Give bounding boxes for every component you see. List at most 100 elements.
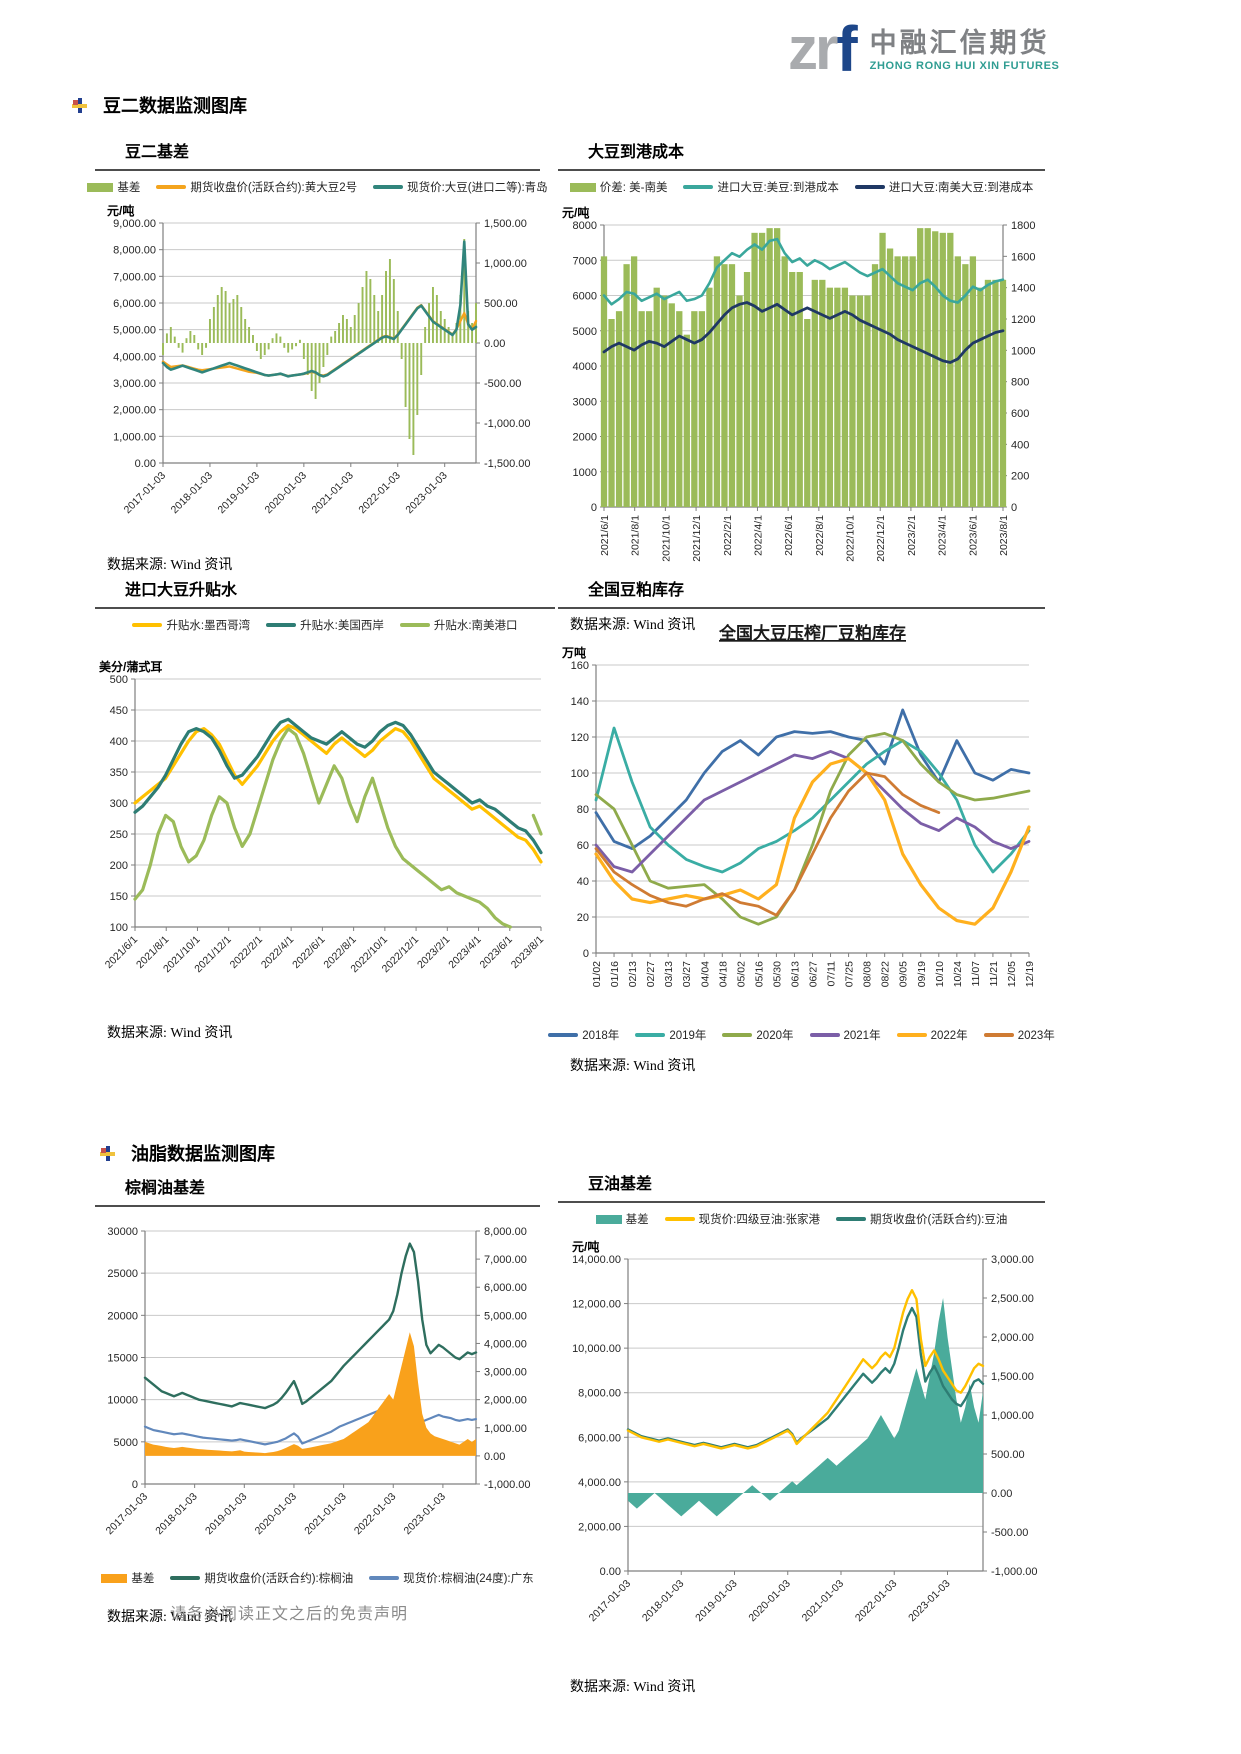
chart-title: 进口大豆升贴水	[95, 574, 555, 609]
svg-text:2020-01-03: 2020-01-03	[746, 1578, 793, 1625]
chart-block-soybean-arrival-cost: 大豆到港成本 价差: 美-南美 进口大豆:美豆:到港成本 进口大豆:南美大豆:到港成…	[558, 136, 1045, 634]
section-title: 油脂数据监测图库	[131, 1144, 275, 1164]
svg-text:2022/12/1: 2022/12/1	[875, 515, 887, 562]
svg-text:07/11: 07/11	[826, 961, 838, 987]
legend-swatch	[635, 1033, 666, 1037]
svg-text:500.00: 500.00	[991, 1449, 1025, 1461]
svg-text:500.00: 500.00	[484, 298, 518, 310]
legend-label: 价差: 美-南美	[599, 182, 668, 194]
svg-text:8,000.00: 8,000.00	[113, 245, 156, 257]
svg-text:2023-01-03: 2023-01-03	[402, 1491, 449, 1538]
svg-text:4,000.00: 4,000.00	[484, 1338, 527, 1350]
svg-text:500: 500	[110, 674, 128, 686]
svg-text:100: 100	[110, 922, 128, 934]
svg-text:2021-01-03: 2021-01-03	[302, 1491, 349, 1538]
svg-text:11/07: 11/07	[970, 961, 982, 987]
svg-text:200: 200	[1011, 471, 1029, 483]
chart-title: 大豆到港成本	[558, 136, 1045, 171]
svg-text:2023/2/1: 2023/2/1	[415, 934, 452, 971]
svg-text:2023/4/1: 2023/4/1	[446, 934, 483, 971]
legend-item: 价差: 美-南美	[569, 179, 668, 195]
legend-swatch	[722, 1033, 753, 1037]
svg-text:2,500.00: 2,500.00	[991, 1293, 1034, 1305]
svg-text:2020-01-03: 2020-01-03	[253, 1491, 300, 1538]
svg-text:2022/6/1: 2022/6/1	[783, 515, 795, 556]
svg-text:2021/12/1: 2021/12/1	[691, 515, 703, 562]
logo-zr-text: zr	[788, 15, 838, 82]
svg-text:4000: 4000	[573, 361, 597, 373]
svg-text:2022/6/1: 2022/6/1	[290, 934, 327, 971]
svg-text:12,000.00: 12,000.00	[572, 1299, 621, 1311]
legend-label: 现货价:大豆(进口二等):青岛	[407, 182, 548, 194]
svg-text:0.00: 0.00	[484, 338, 505, 350]
chart-legend-bottom: 基差 期货收盘价(活跃合约):棕榈油 现货价:棕榈油(24度):广东	[95, 1570, 540, 1586]
data-source: 数据来源: Wind 资讯	[107, 558, 233, 573]
company-name-cn: 中融汇信期货	[869, 28, 1050, 58]
svg-text:4,000.00: 4,000.00	[113, 351, 156, 363]
chart-block-soybean-oil-basis: 豆油基差 基差 现货价:四级豆油:张家港 期货收盘价(活跃合约):豆油 14,000…	[558, 1168, 1045, 1696]
chart-block-soybean2-basis: 豆二基差 基差 期货收盘价(活跃合约):黄大豆2号 现货价:大豆(进口二等):青岛 …	[87, 136, 548, 574]
svg-text:0: 0	[591, 502, 597, 514]
svg-text:05/02: 05/02	[735, 961, 747, 987]
svg-text:10/10: 10/10	[934, 961, 946, 987]
svg-text:2,000.00: 2,000.00	[578, 1521, 621, 1533]
svg-text:60: 60	[577, 840, 589, 852]
svg-text:8,000.00: 8,000.00	[484, 1226, 527, 1238]
svg-text:800: 800	[1011, 377, 1029, 389]
legend-item: 2021年	[809, 1027, 881, 1043]
svg-text:2022-01-03: 2022-01-03	[853, 1578, 900, 1625]
section-bullet-icon	[72, 97, 87, 113]
svg-text:2022/2/1: 2022/2/1	[722, 515, 734, 556]
legend-label: 进口大豆:南美大豆:到港成本	[888, 182, 1034, 194]
svg-text:1400: 1400	[1011, 283, 1035, 295]
logo-f-text: f	[836, 13, 858, 85]
svg-text:12/19: 12/19	[1024, 961, 1036, 987]
legend-item: 基差	[595, 1211, 649, 1227]
legend-item: 期货收盘价(活跃合约):棕榈油	[170, 1570, 353, 1586]
svg-text:40: 40	[577, 876, 589, 888]
svg-text:2023/8/1: 2023/8/1	[998, 515, 1010, 556]
chart-svg: 9,000.00 8,000.00 7,000.00 6,000.00 5,000.00…	[107, 203, 530, 517]
legend-swatch	[170, 1576, 201, 1580]
legend-swatch	[373, 185, 404, 189]
legend-swatch	[399, 623, 430, 627]
legend-item: 升贴水:南美港口	[399, 617, 518, 633]
svg-text:6,000.00: 6,000.00	[484, 1282, 527, 1294]
svg-text:2022/4/1: 2022/4/1	[752, 515, 764, 556]
legend-swatch	[854, 185, 885, 189]
svg-text:-1,000.00: -1,000.00	[484, 418, 530, 430]
chart-svg: 160 140 120 100 80 60 40 20 001/02 01/16 02/13 02/2…	[561, 623, 1036, 987]
data-source: 数据来源: Wind 资讯	[570, 1680, 696, 1695]
svg-text:2023/6/1: 2023/6/1	[967, 515, 979, 556]
legend-item: 期货收盘价(活跃合约):豆油	[836, 1211, 1007, 1227]
svg-text:2017-01-03: 2017-01-03	[104, 1491, 151, 1538]
chart-canvas: 8000 7000 6000 5000 4000 3000 2000 1000 0 1800 160…	[558, 197, 1045, 602]
svg-text:2019-01-03: 2019-01-03	[693, 1578, 740, 1625]
svg-text:400: 400	[1011, 439, 1029, 451]
svg-text:-500.00: -500.00	[484, 378, 521, 390]
svg-text:万吨: 万吨	[561, 645, 586, 660]
legend-item: 现货价:大豆(进口二等):青岛	[373, 179, 548, 195]
legend-label: 升贴水:墨西哥湾	[166, 620, 251, 632]
svg-text:140: 140	[571, 696, 589, 708]
section-bullet-icon	[100, 1145, 115, 1161]
svg-text:2022-01-03: 2022-01-03	[356, 470, 403, 517]
svg-text:元/吨: 元/吨	[107, 203, 134, 218]
svg-text:2023/6/1: 2023/6/1	[478, 934, 515, 971]
svg-text:600: 600	[1011, 408, 1029, 420]
svg-text:0: 0	[1011, 502, 1017, 514]
svg-text:06/13: 06/13	[789, 961, 801, 987]
section-heading-soybean2: 豆二数据监测图库	[72, 92, 247, 118]
legend-label: 2020年	[756, 1030, 794, 1042]
svg-text:25000: 25000	[107, 1268, 138, 1280]
legend-swatch	[548, 1033, 579, 1037]
data-source: 数据来源: Wind 资讯	[570, 618, 696, 633]
svg-text:6,000.00: 6,000.00	[113, 298, 156, 310]
legend-label: 升贴水:美国西岸	[300, 620, 384, 632]
svg-text:2020-01-03: 2020-01-03	[263, 470, 310, 517]
svg-text:12/05: 12/05	[1006, 961, 1018, 987]
svg-text:10,000.00: 10,000.00	[572, 1343, 621, 1355]
legend-swatch	[683, 185, 714, 189]
legend-item: 现货价:四级豆油:张家港	[664, 1211, 820, 1227]
svg-text:3,000.00: 3,000.00	[113, 378, 156, 390]
